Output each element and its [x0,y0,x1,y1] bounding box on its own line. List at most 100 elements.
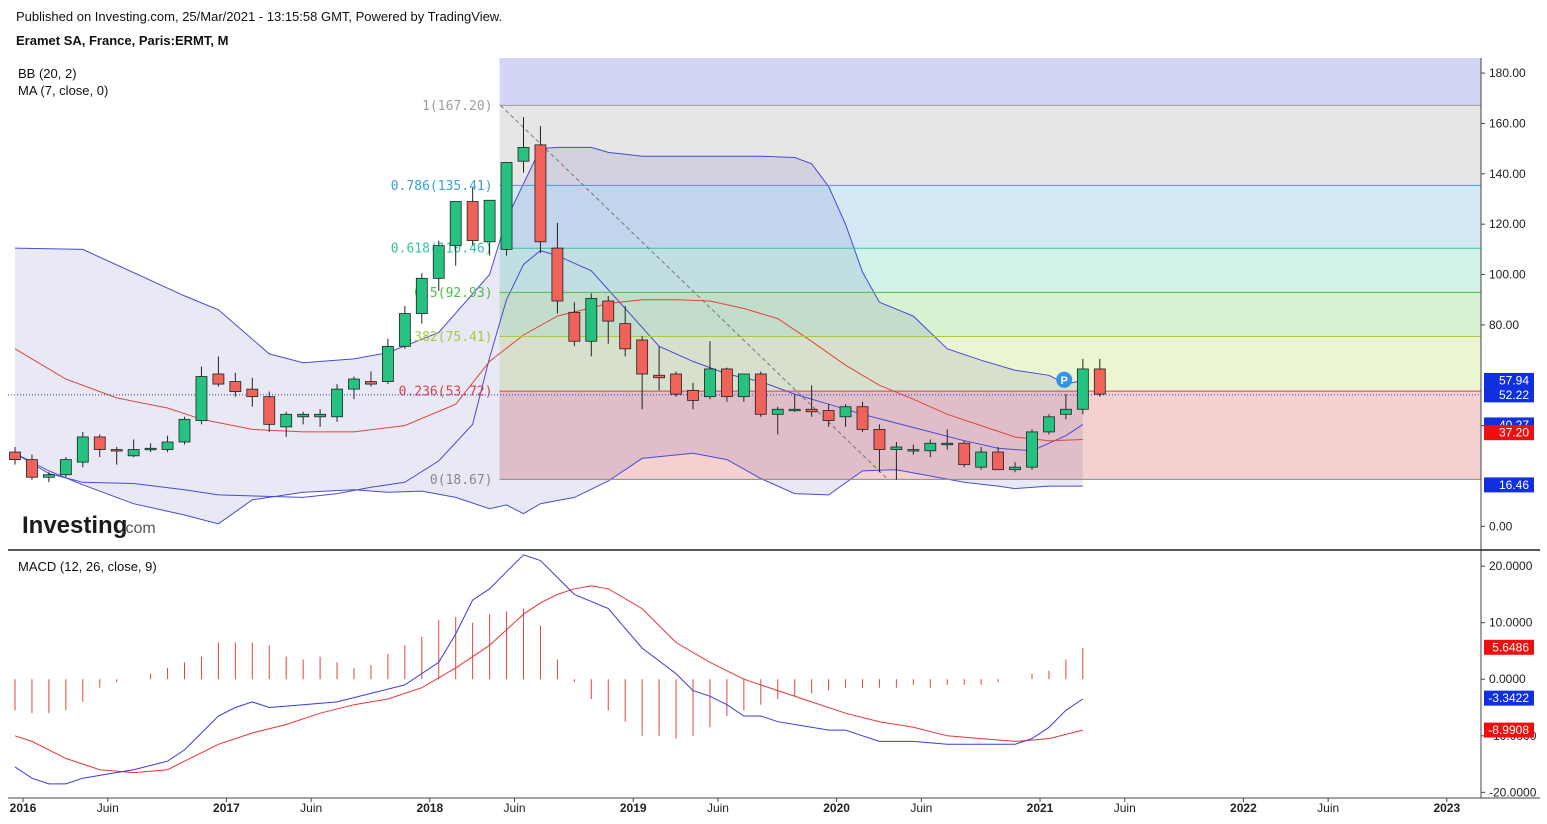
candle-body [161,441,174,450]
bb-indicator-label[interactable]: BB (20, 2) [18,66,77,81]
candle-body [263,396,276,425]
candle [415,273,428,324]
price-tag-box [1484,722,1534,738]
price-tag: 37.20 [1484,425,1534,441]
price-tag-box [1484,690,1534,706]
candle-body [449,201,462,246]
ma-line [14,299,1083,442]
time-tick-label: 2022 [1230,801,1257,815]
price-tag: -3.3422 [1484,690,1534,706]
time-tick-label: 2018 [416,801,443,815]
candle [1060,394,1072,420]
candle-body [9,451,21,461]
candle [737,373,750,402]
candle-body [483,199,496,243]
candle [432,240,445,291]
p-marker-label: P [1061,375,1068,387]
price-tag-label: 16.46 [1499,478,1529,492]
candle [246,377,259,407]
candle-body [280,413,293,428]
macd-indicator-label[interactable]: MACD (12, 26, close, 9) [18,559,157,574]
macd-tick-label: 0.0000 [1489,672,1526,686]
candle-body [568,311,581,342]
fib-label-1: 0.786(135.41) [391,179,493,194]
axes: 0.0040.0080.00100.00120.00140.00160.0018… [10,66,1537,815]
candle [280,411,293,437]
candle [822,404,835,427]
candle [500,162,513,256]
bb-band-fill [15,147,1083,524]
candle-body [822,410,835,421]
price-tag: 52.22 [1484,387,1534,403]
candle [1093,358,1106,397]
price-tag: 16.46 [1484,477,1534,493]
candle-body [500,162,513,250]
time-tick-label: Juin [1114,801,1136,815]
candle-body [517,146,530,162]
candle [958,440,971,468]
candle-body [415,277,428,314]
ma-indicator-label[interactable]: MA (7, close, 0) [18,83,108,98]
price-tick-label: 0.00 [1489,519,1513,533]
candle [127,439,140,458]
macd-tick-label: -20.0000 [1489,785,1537,799]
price-tag: -8.9908 [1484,722,1534,738]
candle [93,434,106,458]
fib-zone-1 [499,185,1481,249]
candle [110,447,123,465]
published-text: Published on Investing.com, 25/Mar/2021 … [16,9,503,24]
candle [992,447,1004,471]
fib-zone-2 [499,248,1481,293]
candle [585,293,598,357]
candle-body [1009,466,1021,471]
candle-body [687,389,699,401]
macd-signal-line [14,585,1083,774]
candle-body [178,418,191,443]
candle-body [907,449,920,452]
candle-body [1060,408,1072,415]
price-tag-box [1484,387,1534,403]
candle-body [754,373,767,415]
candle-body [314,413,327,418]
candle [839,404,852,427]
macd-pane[interactable] [14,554,1084,785]
candle-body [1026,431,1038,468]
candle-body [93,436,106,450]
logo-main: Investing [22,512,127,539]
candle-body [704,368,716,398]
price-pane[interactable]: 1(167.20)0.786(135.41)0.618(110.46)0.5(9… [8,58,1481,525]
price-tag-box [1484,477,1534,493]
candle [805,385,818,417]
candle [59,457,72,478]
candle-body [76,436,89,463]
candle [873,424,886,473]
price-tick-label: 100.00 [1489,268,1526,282]
candle [348,376,360,400]
candle [602,295,615,344]
candle [941,429,954,450]
candle-body [551,247,564,302]
candle [568,302,581,347]
fib-zone-0 [499,105,1481,186]
candle-body [721,368,733,398]
candle [398,306,411,349]
candle-body [398,313,411,347]
candle [907,444,920,455]
candle-body [229,381,242,393]
investing-logo: Investing .com [22,512,156,539]
time-tick-label: Juin [1317,801,1339,815]
candle-body [246,388,259,398]
candle [9,447,21,465]
price-tag-label: 52.22 [1499,388,1529,402]
candle [1076,358,1089,415]
candle [890,441,903,480]
price-tag: 5.6486 [1484,639,1534,655]
candle [381,338,394,385]
candle [670,371,682,397]
candle-body [466,201,479,241]
fib-label-3: 0.5(92.93) [414,286,492,301]
candle-body [890,446,903,450]
candle [975,447,988,470]
candle-body [432,245,445,279]
